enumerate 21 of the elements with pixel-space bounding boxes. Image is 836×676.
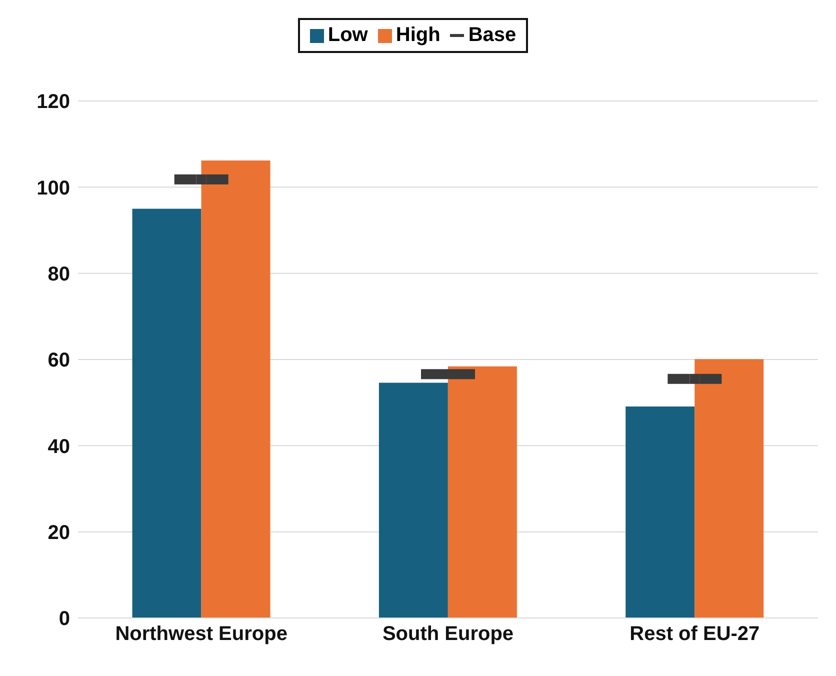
bar xyxy=(201,160,270,618)
legend-label: Base xyxy=(467,24,516,47)
y-tick-label: 60 xyxy=(48,350,70,372)
y-tick-label: 80 xyxy=(48,263,70,286)
y-tick-label: 100 xyxy=(36,177,70,200)
bar xyxy=(694,359,764,618)
legend-label: Low xyxy=(326,24,368,47)
point xyxy=(690,374,700,384)
bar xyxy=(448,366,517,618)
legend-label: High xyxy=(394,24,440,47)
y-tick-label: 40 xyxy=(48,436,70,458)
x-tick-label: Northwest Europe xyxy=(115,623,288,646)
bar xyxy=(132,208,202,618)
bar xyxy=(378,382,448,618)
x-tick-label: South Europe xyxy=(382,623,514,646)
y-tick-label: 20 xyxy=(48,522,70,544)
y-tick-label: 120 xyxy=(36,91,70,114)
y-tick-label: 0 xyxy=(58,608,70,630)
point xyxy=(196,174,206,184)
x-tick-label: Rest of EU-27 xyxy=(630,623,760,646)
bar xyxy=(626,406,695,618)
